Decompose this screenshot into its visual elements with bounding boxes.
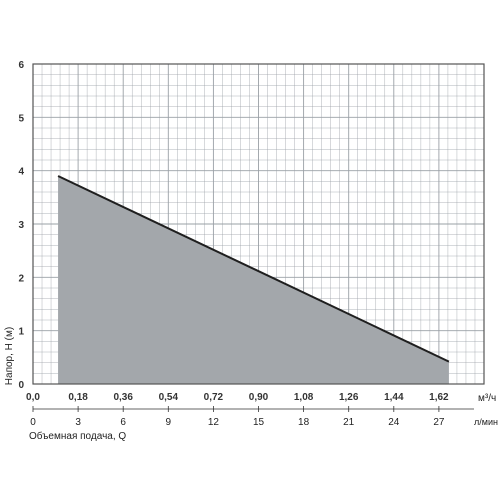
y-axis-title: Напор, Н (м)	[4, 327, 15, 385]
x-tick-label-primary: 0,36	[113, 392, 133, 403]
x-unit-secondary-label: л/мин	[474, 417, 498, 427]
x-axis-title: Объемная подача, Q	[29, 430, 126, 442]
x-tick-label-secondary: 0	[30, 417, 36, 428]
data-layer	[57, 175, 450, 384]
operating-area	[58, 176, 449, 384]
x-tick-label-primary: 0,90	[249, 392, 269, 403]
plot-frame	[32, 63, 485, 410]
x-tick-label-primary: 1,62	[429, 392, 449, 403]
x-tick-label-secondary: 12	[208, 417, 220, 428]
x-tick-label-primary: 1,44	[384, 392, 404, 403]
x-tick-labels-primary: 0,0 0,18 0,36 0,54 0,72 0,90 1,08 1,26 1,44 1,62	[26, 392, 449, 403]
x-tick-label-primary: 0,54	[159, 392, 179, 403]
x-tick-label-secondary: 3	[75, 417, 81, 428]
y-tick-label: 0	[18, 380, 24, 391]
y-tick-label: 6	[18, 60, 24, 71]
y-tick-label: 5	[18, 113, 24, 124]
x-tick-label-secondary: 15	[253, 417, 265, 428]
x-tick-label-secondary: 9	[166, 417, 172, 428]
y-tick-label: 3	[18, 220, 24, 231]
y-tick-label: 4	[18, 167, 24, 178]
y-tick-label: 2	[18, 273, 24, 284]
x-tick-label-primary: 0,0	[26, 392, 40, 403]
y-tick-labels: 0 1 2 3 4 5 6	[18, 60, 24, 391]
x-tick-label-primary: 1,26	[339, 392, 359, 403]
plot-border	[32, 63, 485, 385]
x-tick-label-primary: 0,18	[68, 392, 88, 403]
x-tick-label-secondary: 6	[120, 417, 126, 428]
x-tick-label-primary: 0,72	[204, 392, 224, 403]
x-tick-label-secondary: 27	[433, 417, 445, 428]
x-unit-primary-label: м³/ч	[478, 393, 496, 404]
x-tick-label-primary: 1,08	[294, 392, 314, 403]
x-tick-label-secondary: 24	[388, 417, 400, 428]
x-tick-label-secondary: 18	[298, 417, 310, 428]
y-tick-label: 1	[18, 327, 24, 338]
pump-curve-line	[57, 175, 450, 363]
x-tick-label-secondary: 21	[343, 417, 355, 428]
x-tick-labels-secondary: 0 3 6 9 12 15 18 21 24 27	[30, 406, 445, 428]
